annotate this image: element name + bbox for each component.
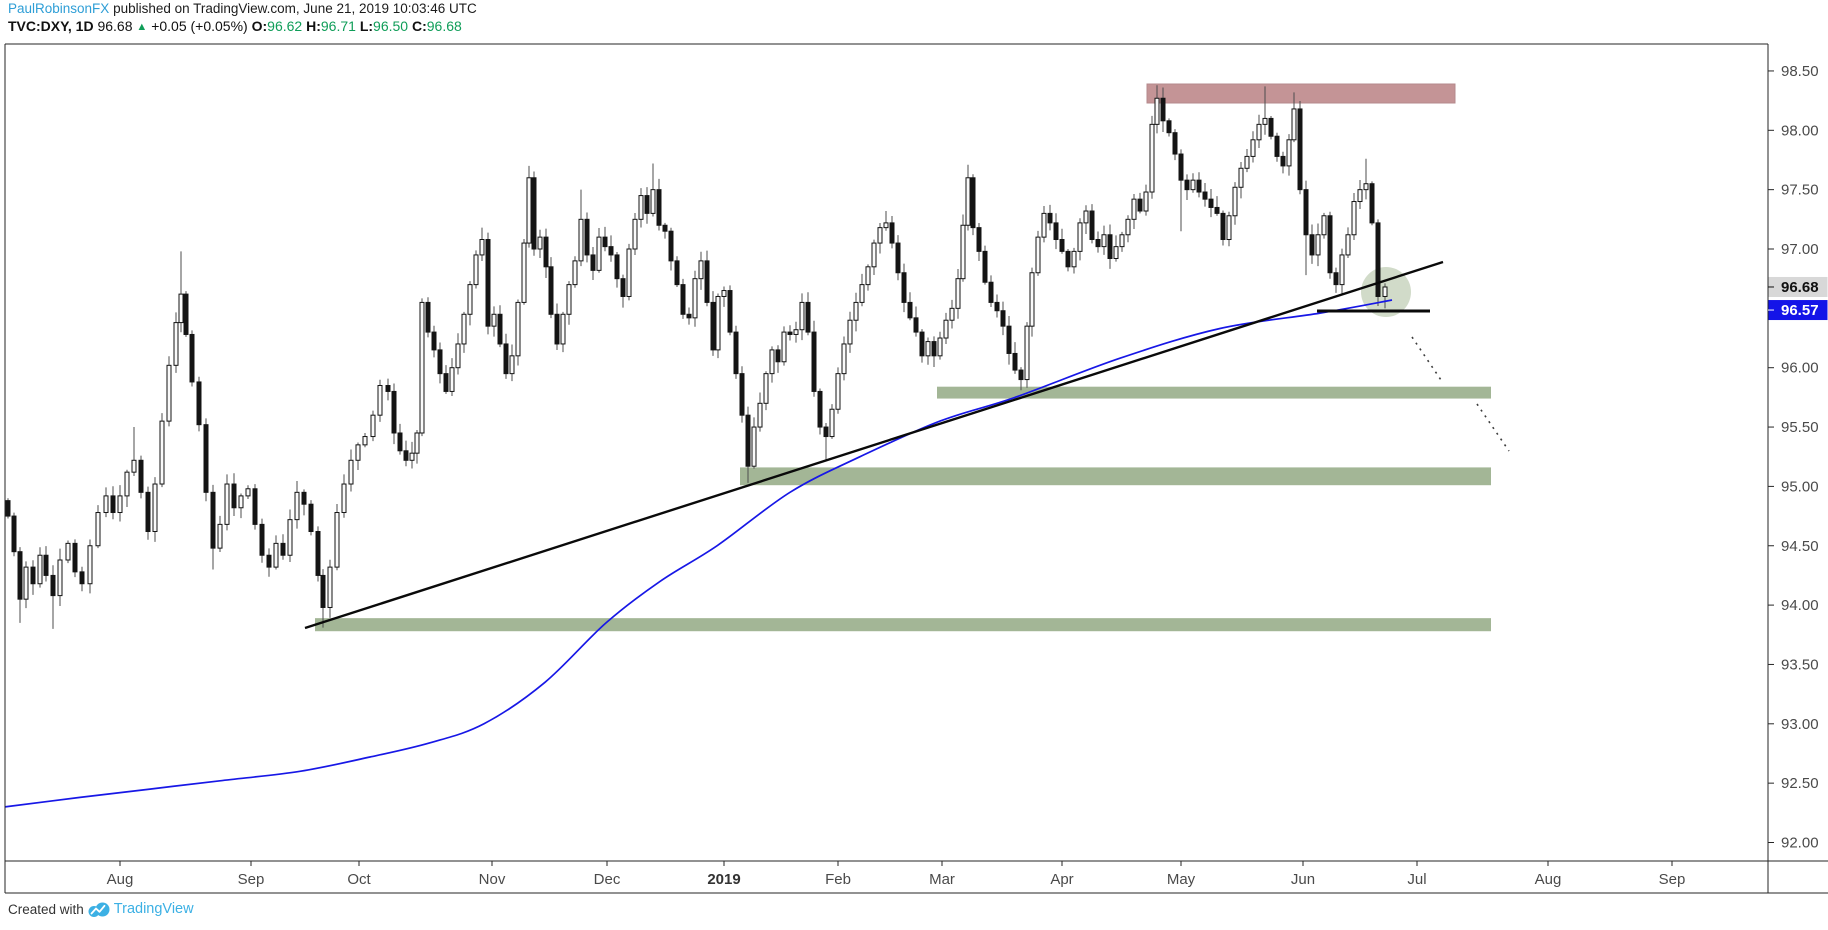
price-zones xyxy=(315,83,1491,632)
publish-line: PaulRobinsonFX published on TradingView.… xyxy=(8,1,477,17)
price-tick-label: 98.50 xyxy=(1781,63,1819,80)
time-tick-label: Oct xyxy=(347,871,371,888)
candlestick-series xyxy=(5,85,1388,629)
price-tick-label: 93.50 xyxy=(1781,656,1819,673)
support-zone-lower xyxy=(315,618,1491,632)
time-tick-label: Nov xyxy=(479,871,506,888)
close-label: C: xyxy=(411,18,427,34)
support-zone-upper xyxy=(937,386,1491,399)
created-with-text: Created with xyxy=(8,901,84,917)
moving-average-line xyxy=(4,299,1393,808)
high-label: H: xyxy=(306,18,321,34)
time-axis[interactable]: Aug Sep Oct Nov Dec 2019 Feb Mar Apr May Jun Jul Aug… xyxy=(107,861,1686,888)
time-tick-label: Jun xyxy=(1291,871,1315,888)
price-axis[interactable]: 98.50 98.00 97.50 97.00 96.00 95.50 95.00 94.50… xyxy=(1768,63,1828,852)
symbol-ohlc-line: TVC:DXY, 1D 96.68 ▲ +0.05 (+0.05%) O:96.… xyxy=(8,18,477,35)
author-link[interactable]: PaulRobinsonFX xyxy=(8,1,110,16)
publish-text: published on TradingView.com, June 21, 2… xyxy=(109,1,477,16)
time-tick-label: Dec xyxy=(594,871,621,888)
low-label: L: xyxy=(359,18,374,34)
price-tick-label: 95.50 xyxy=(1781,419,1819,436)
price-tick-label: 98.00 xyxy=(1781,122,1819,139)
time-tick-label: Sep xyxy=(238,871,265,888)
ma-price-label-text: 96.57 xyxy=(1781,302,1819,319)
open-label: O: xyxy=(251,18,268,34)
price-tick-label: 97.50 xyxy=(1781,182,1819,199)
time-tick-label: Jul xyxy=(1407,871,1426,888)
price-tick-label: 95.00 xyxy=(1781,478,1819,495)
tradingview-brand-link[interactable]: TradingView xyxy=(113,901,194,917)
price-tick-label: 94.00 xyxy=(1781,597,1819,614)
last-price: 96.68 xyxy=(97,18,133,34)
time-tick-label: Aug xyxy=(107,871,134,888)
time-tick-label: Mar xyxy=(929,871,955,888)
support-zone-middle xyxy=(740,467,1491,486)
time-tick-label: Aug xyxy=(1535,871,1562,888)
chart-header: PaulRobinsonFX published on TradingView.… xyxy=(8,1,477,35)
up-arrow-icon: ▲ xyxy=(136,21,148,33)
footer: Created with TradingView xyxy=(8,901,194,917)
ascending-trendline xyxy=(304,260,1444,630)
last-price-label xyxy=(1768,276,1828,297)
price-tick-label: 92.00 xyxy=(1781,835,1819,852)
symbol-label: TVC:DXY, 1D xyxy=(8,18,94,34)
high-value: 96.71 xyxy=(320,18,356,34)
time-tick-label: 2019 xyxy=(707,871,740,888)
tradingview-logo-icon xyxy=(88,902,110,917)
ma-price-label xyxy=(1768,300,1828,321)
price-tick-label: 97.00 xyxy=(1781,241,1819,258)
resistance-zone xyxy=(1146,83,1456,104)
time-tick-label: May xyxy=(1167,871,1196,888)
dashed-projection-1 xyxy=(1411,336,1444,384)
time-tick-label: Sep xyxy=(1659,871,1686,888)
close-value: 96.68 xyxy=(426,18,462,34)
time-tick-label: Apr xyxy=(1050,871,1073,888)
dashed-projection-2 xyxy=(1476,403,1510,452)
price-tick-label: 94.50 xyxy=(1781,538,1819,555)
price-tick-label: 92.50 xyxy=(1781,775,1819,792)
change-value: +0.05 (+0.05%) xyxy=(151,18,248,34)
price-tick-label: 96.00 xyxy=(1781,360,1819,377)
chart-frame xyxy=(4,43,1828,894)
price-tick-label: 93.00 xyxy=(1781,716,1819,733)
time-tick-label: Feb xyxy=(825,871,851,888)
open-value: 96.62 xyxy=(267,18,303,34)
last-price-label-text: 96.68 xyxy=(1781,279,1819,296)
low-value: 96.50 xyxy=(373,18,409,34)
